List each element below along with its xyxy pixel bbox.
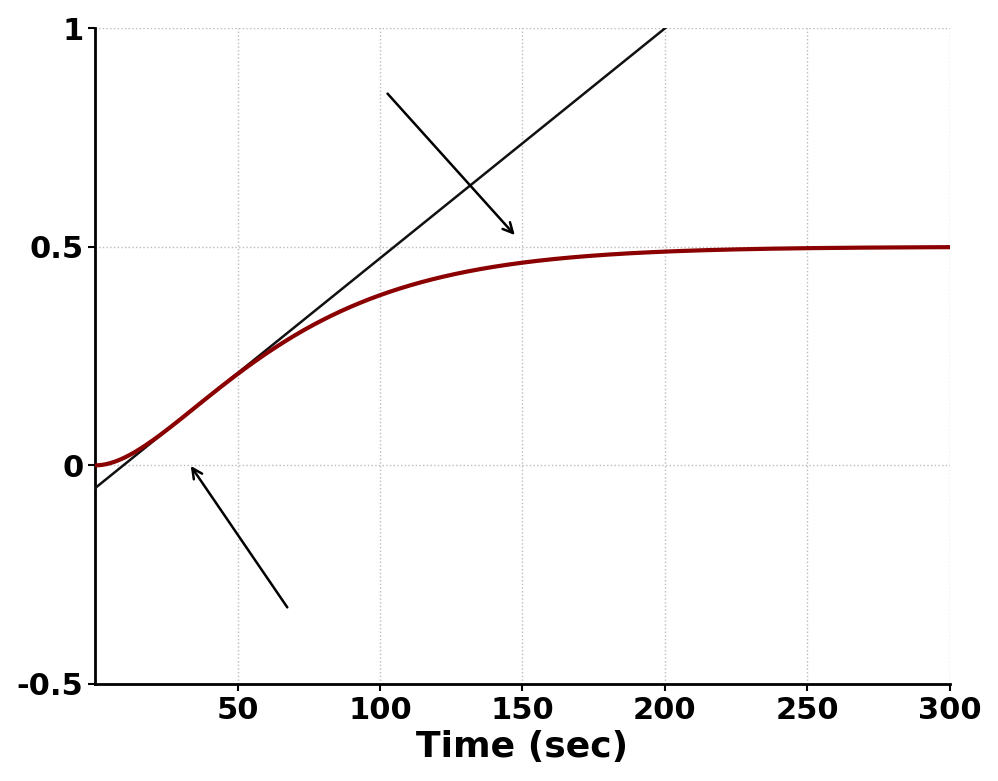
X-axis label: Time (sec): Time (sec) [416, 730, 629, 765]
